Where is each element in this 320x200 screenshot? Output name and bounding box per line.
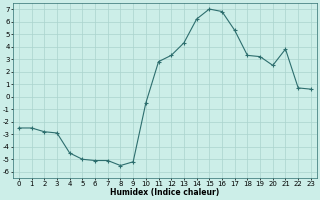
X-axis label: Humidex (Indice chaleur): Humidex (Indice chaleur)	[110, 188, 220, 197]
